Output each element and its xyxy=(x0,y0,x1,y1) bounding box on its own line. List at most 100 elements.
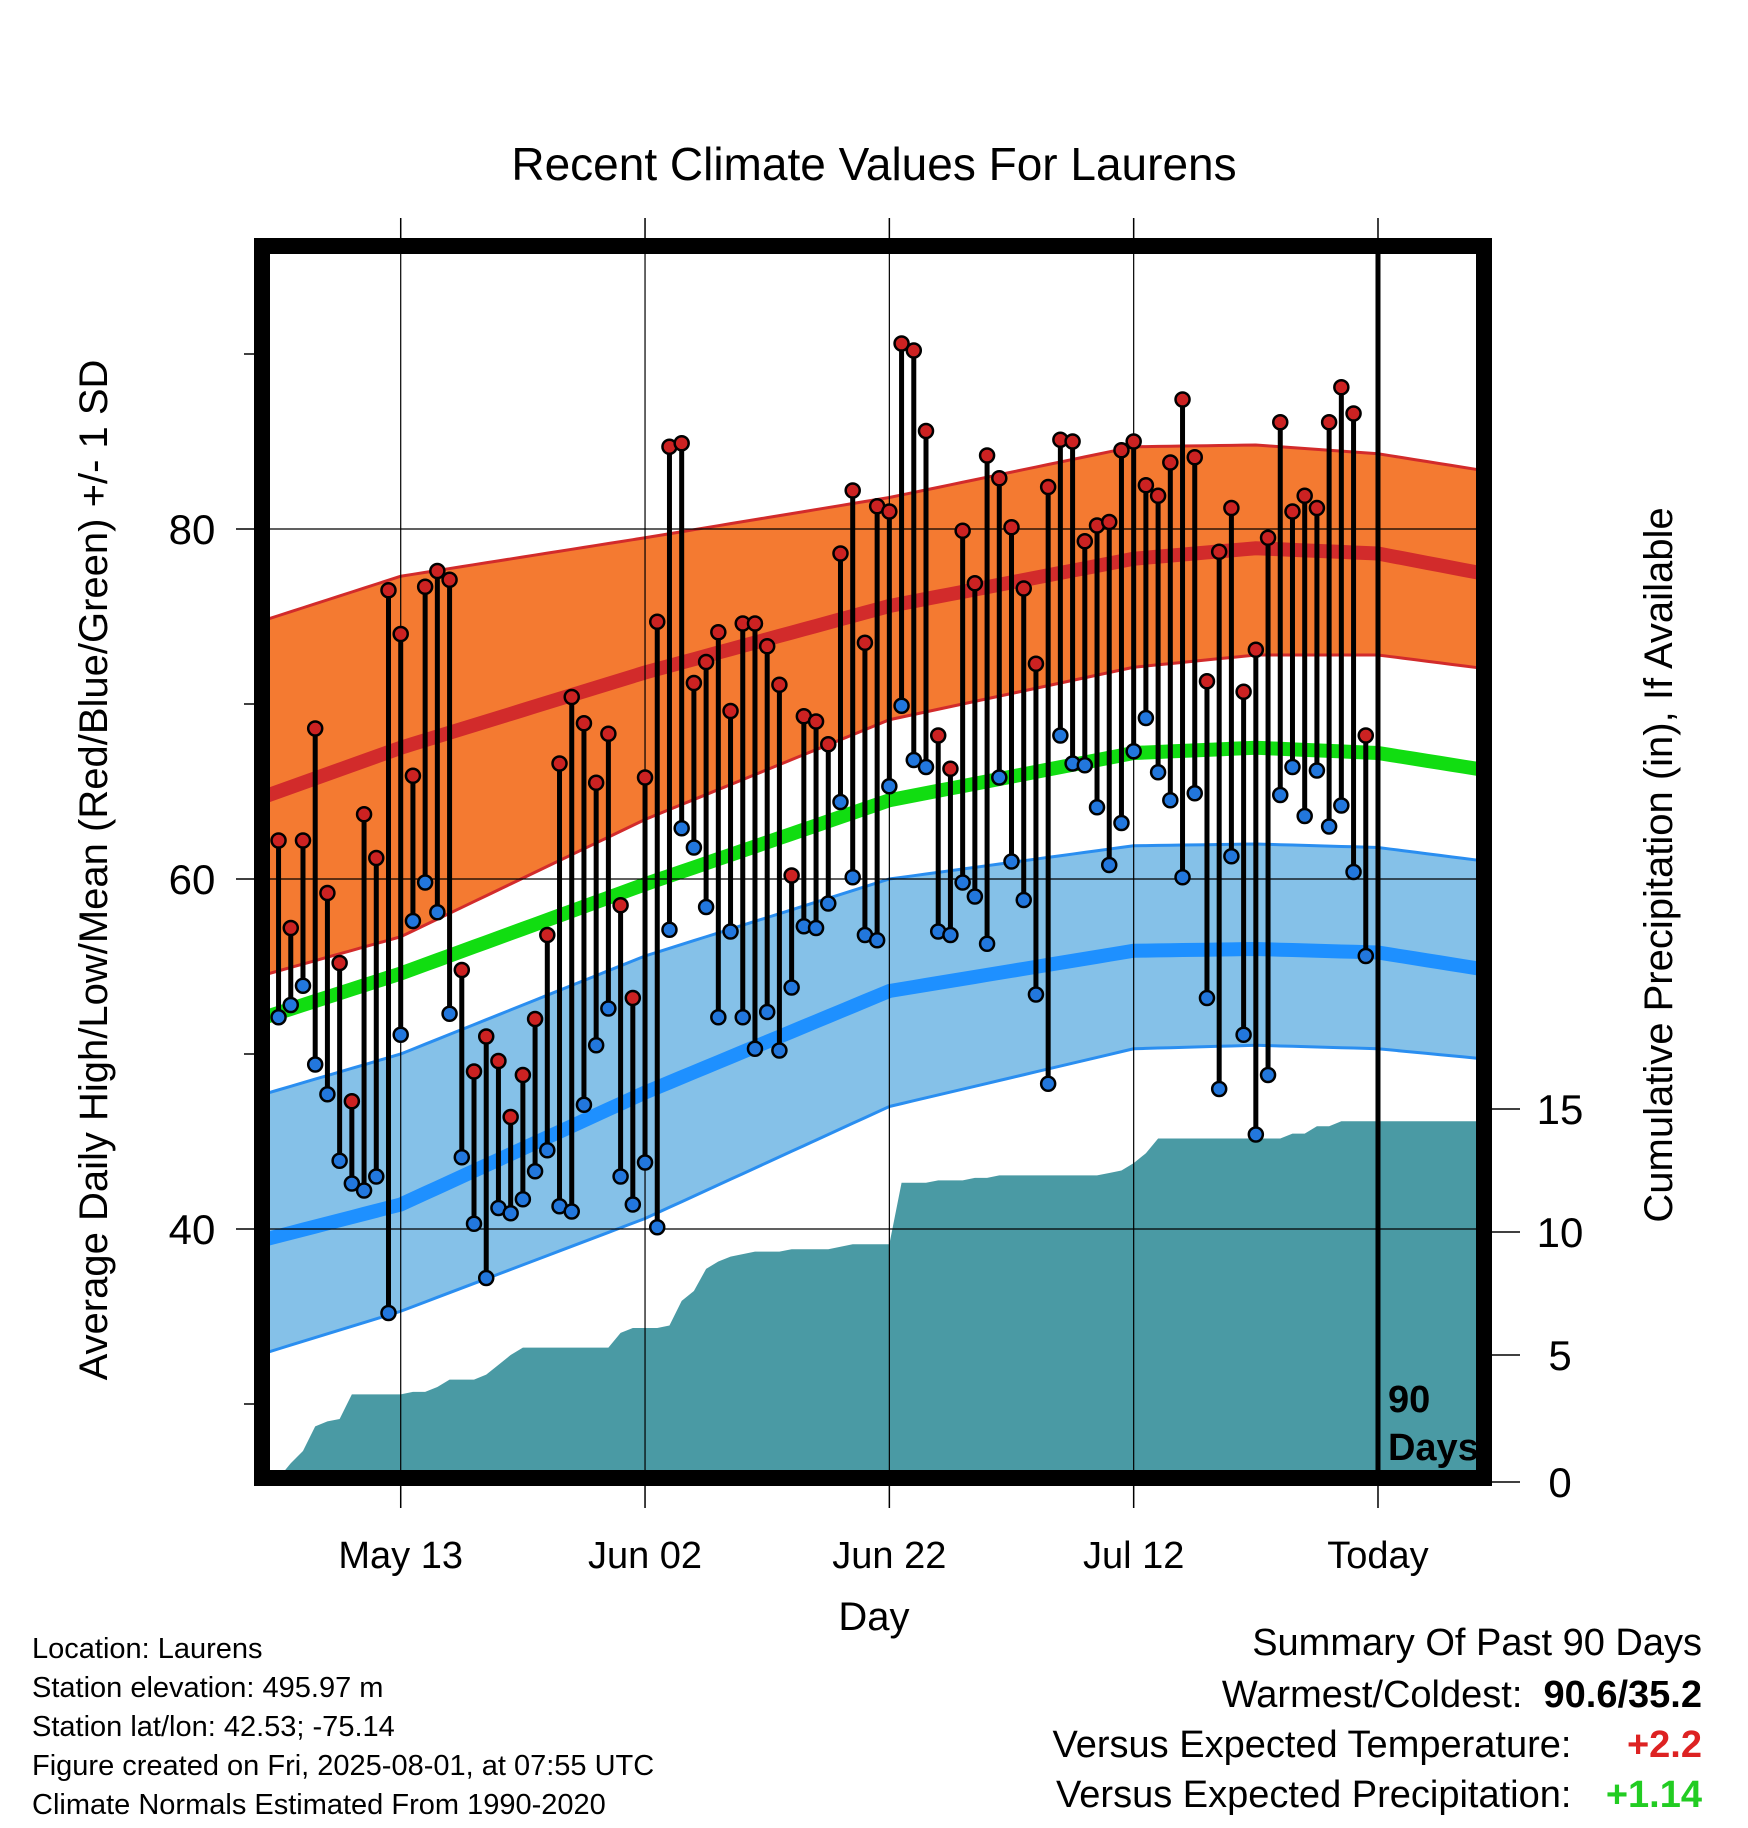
daily-low-point xyxy=(722,923,739,940)
daily-high-point xyxy=(624,989,642,1007)
daily-low-point xyxy=(893,697,910,714)
daily-low-point xyxy=(1345,863,1362,881)
y2-tick-label: 15 xyxy=(1537,1086,1584,1133)
daily-high-point xyxy=(404,767,422,784)
daily-low-point xyxy=(1015,891,1032,909)
daily-low-point xyxy=(673,820,690,837)
daily-high-point xyxy=(1247,641,1265,658)
daily-low-point xyxy=(319,1086,336,1103)
daily-low-point xyxy=(502,1205,519,1222)
daily-high-point xyxy=(710,624,727,641)
daily-high-point xyxy=(1162,454,1179,471)
daily-low-point xyxy=(917,758,935,776)
daily-high-point xyxy=(1320,414,1338,431)
daily-high-point xyxy=(954,522,971,539)
daily-low-point xyxy=(1198,989,1216,1007)
daily-high-point xyxy=(697,653,715,671)
daily-low-point xyxy=(636,1154,654,1171)
daily-low-point xyxy=(282,996,300,1014)
precip-value: +1.14 xyxy=(1605,1774,1702,1816)
daily-high-point xyxy=(441,571,458,588)
daily-high-point xyxy=(1125,433,1142,450)
daily-high-point xyxy=(1064,433,1081,450)
daily-high-point xyxy=(758,638,776,655)
daily-low-point xyxy=(1259,1066,1277,1084)
daily-low-point xyxy=(465,1215,483,1232)
daily-high-point xyxy=(416,578,434,595)
x-tick-label: Jun 02 xyxy=(588,1535,702,1577)
daily-low-point xyxy=(1039,1075,1057,1092)
daily-high-point xyxy=(392,625,409,643)
daily-low-point xyxy=(954,874,971,891)
daily-low-point xyxy=(294,977,312,994)
daily-high-point xyxy=(1100,513,1118,531)
daily-high-point xyxy=(1015,580,1032,597)
plot-frame xyxy=(254,238,1492,1486)
daily-low-point xyxy=(1052,727,1069,744)
daily-high-point xyxy=(1223,499,1240,517)
daily-low-point xyxy=(355,1182,373,1199)
daily-high-point xyxy=(612,897,629,914)
daily-low-point xyxy=(1247,1126,1265,1143)
daily-low-point xyxy=(539,1142,556,1159)
daily-low-point xyxy=(832,793,849,811)
daily-low-point xyxy=(1100,856,1118,874)
daily-low-point xyxy=(477,1269,495,1287)
daily-low-point xyxy=(1308,762,1326,779)
daily-low-point xyxy=(306,1056,324,1073)
daily-low-point xyxy=(1113,814,1130,832)
daily-high-point xyxy=(465,1063,483,1080)
days-marker-label: 90 xyxy=(1388,1379,1430,1421)
daily-low-point xyxy=(905,751,923,769)
low-lower-edge xyxy=(265,1043,1484,1355)
daily-low-point xyxy=(978,935,996,952)
y2-tick-label: 5 xyxy=(1548,1332,1571,1379)
daily-high-point xyxy=(453,961,471,979)
daily-low-point xyxy=(1149,764,1167,781)
daily-low-point xyxy=(429,904,446,921)
daily-high-point xyxy=(526,1010,544,1028)
daily-high-point xyxy=(685,674,703,692)
precip-label: Versus Expected Precipitation: xyxy=(1056,1774,1572,1816)
warm-cold-row: Warmest/Coldest: 90.6/35.2 xyxy=(1222,1674,1702,1717)
daily-low-point xyxy=(1296,807,1313,825)
daily-low-point xyxy=(1162,792,1179,809)
daily-high-point xyxy=(1235,683,1252,700)
daily-high-point xyxy=(1259,529,1277,546)
daily-low-point xyxy=(1284,758,1301,776)
temp-label: Versus Expected Temperature: xyxy=(1052,1724,1572,1766)
daily-high-point xyxy=(1174,391,1191,408)
chart-title: Recent Climate Values For Laurens xyxy=(511,138,1236,190)
location-text: Location: Laurens xyxy=(32,1633,263,1665)
daily-high-point xyxy=(514,1066,532,1084)
daily-high-point xyxy=(1113,442,1130,459)
y2-tick-label: 10 xyxy=(1537,1209,1584,1256)
daily-low-point xyxy=(1076,757,1094,774)
daily-low-point xyxy=(820,895,837,912)
daily-high-point xyxy=(343,1093,361,1110)
precip-row: Versus Expected Precipitation: +1.14 xyxy=(1056,1774,1702,1817)
daily-low-point xyxy=(392,1026,409,1043)
daily-high-point xyxy=(1027,655,1045,672)
precip-area xyxy=(278,1121,1484,1478)
daily-high-point xyxy=(477,1028,495,1045)
daily-low-point xyxy=(380,1304,397,1322)
plot-area xyxy=(262,246,1484,1478)
daily-high-point xyxy=(319,884,336,902)
daily-high-point xyxy=(490,1052,507,1070)
daily-high-point xyxy=(978,447,996,464)
daily-high-point xyxy=(991,470,1008,487)
daily-low-point xyxy=(966,888,984,905)
daily-low-point xyxy=(942,926,959,944)
warm-cold-value: 90.6/35.2 xyxy=(1543,1674,1702,1716)
daily-low-point xyxy=(600,1000,617,1017)
daily-low-point xyxy=(404,912,422,930)
daily-low-point xyxy=(991,769,1008,786)
daily-high-point xyxy=(355,806,373,823)
daily-high-point xyxy=(539,926,556,944)
daily-high-point xyxy=(282,919,300,937)
x-tick-label: Jun 22 xyxy=(832,1535,946,1577)
daily-high-point xyxy=(832,545,849,562)
daily-low-point xyxy=(1186,785,1204,802)
